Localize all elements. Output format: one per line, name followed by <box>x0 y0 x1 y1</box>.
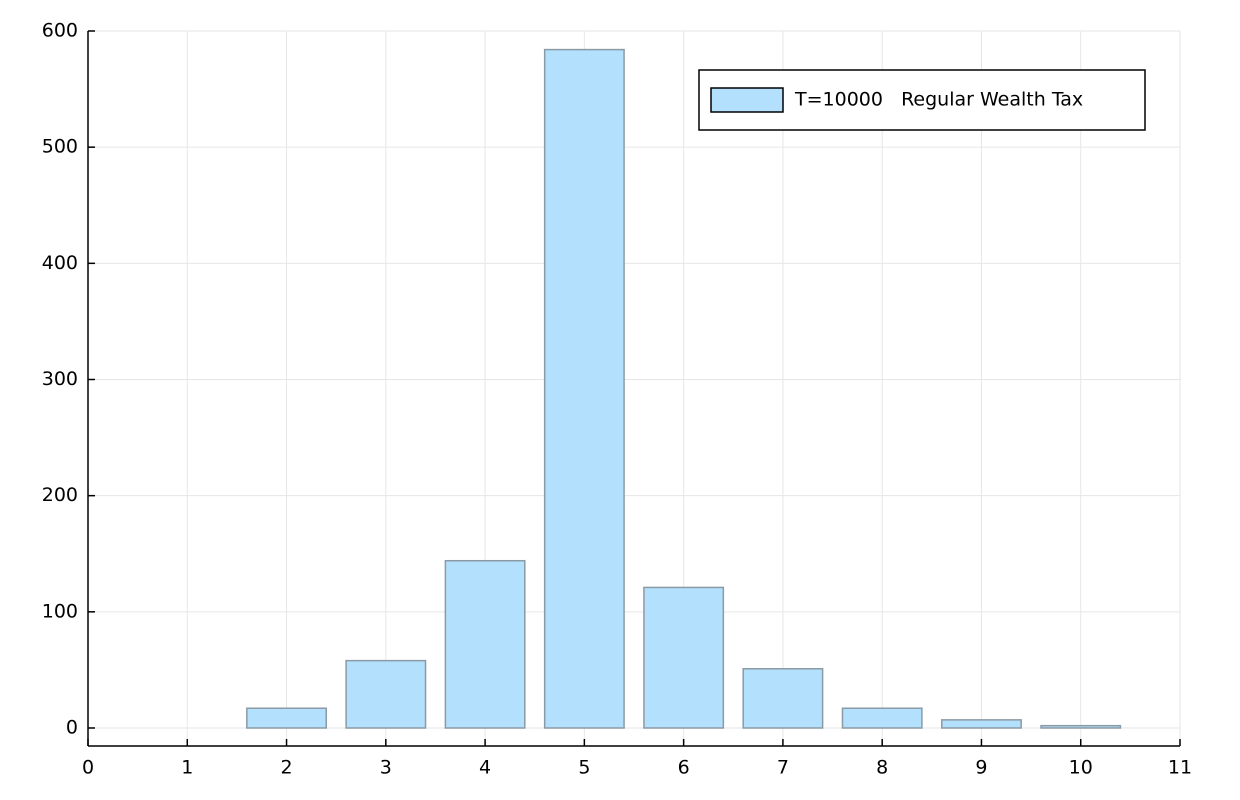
x-tick-label: 1 <box>181 757 193 779</box>
y-tick-label: 600 <box>42 20 78 42</box>
bar <box>940 719 1022 729</box>
bar <box>643 586 725 729</box>
x-tick-label: 3 <box>380 757 392 779</box>
legend-swatch <box>710 87 784 113</box>
y-tick-label: 300 <box>42 368 78 390</box>
x-tick-label: 4 <box>479 757 491 779</box>
bar <box>345 659 427 729</box>
bar <box>543 48 625 729</box>
bar <box>841 707 923 729</box>
y-tick-label: 500 <box>42 136 78 158</box>
legend-label: T=10000 Regular Wealth Tax <box>794 89 1083 111</box>
x-tick-label: 8 <box>876 757 888 779</box>
bar <box>444 559 526 729</box>
y-tick-label: 0 <box>66 716 78 738</box>
y-tick-label: 200 <box>42 484 78 506</box>
x-tick-label: 10 <box>1069 757 1093 779</box>
bar <box>1040 724 1122 729</box>
x-tick-label: 0 <box>82 757 94 779</box>
x-tick-label: 7 <box>777 757 789 779</box>
x-tick-label: 5 <box>578 757 590 779</box>
x-tick-label: 2 <box>280 757 292 779</box>
y-tick-label: 100 <box>42 600 78 622</box>
y-tick-label: 400 <box>42 252 78 274</box>
x-tick-label: 9 <box>975 757 987 779</box>
x-tick-label: 11 <box>1168 757 1192 779</box>
bar <box>742 667 824 729</box>
x-tick-label: 6 <box>678 757 690 779</box>
bar <box>246 707 328 729</box>
